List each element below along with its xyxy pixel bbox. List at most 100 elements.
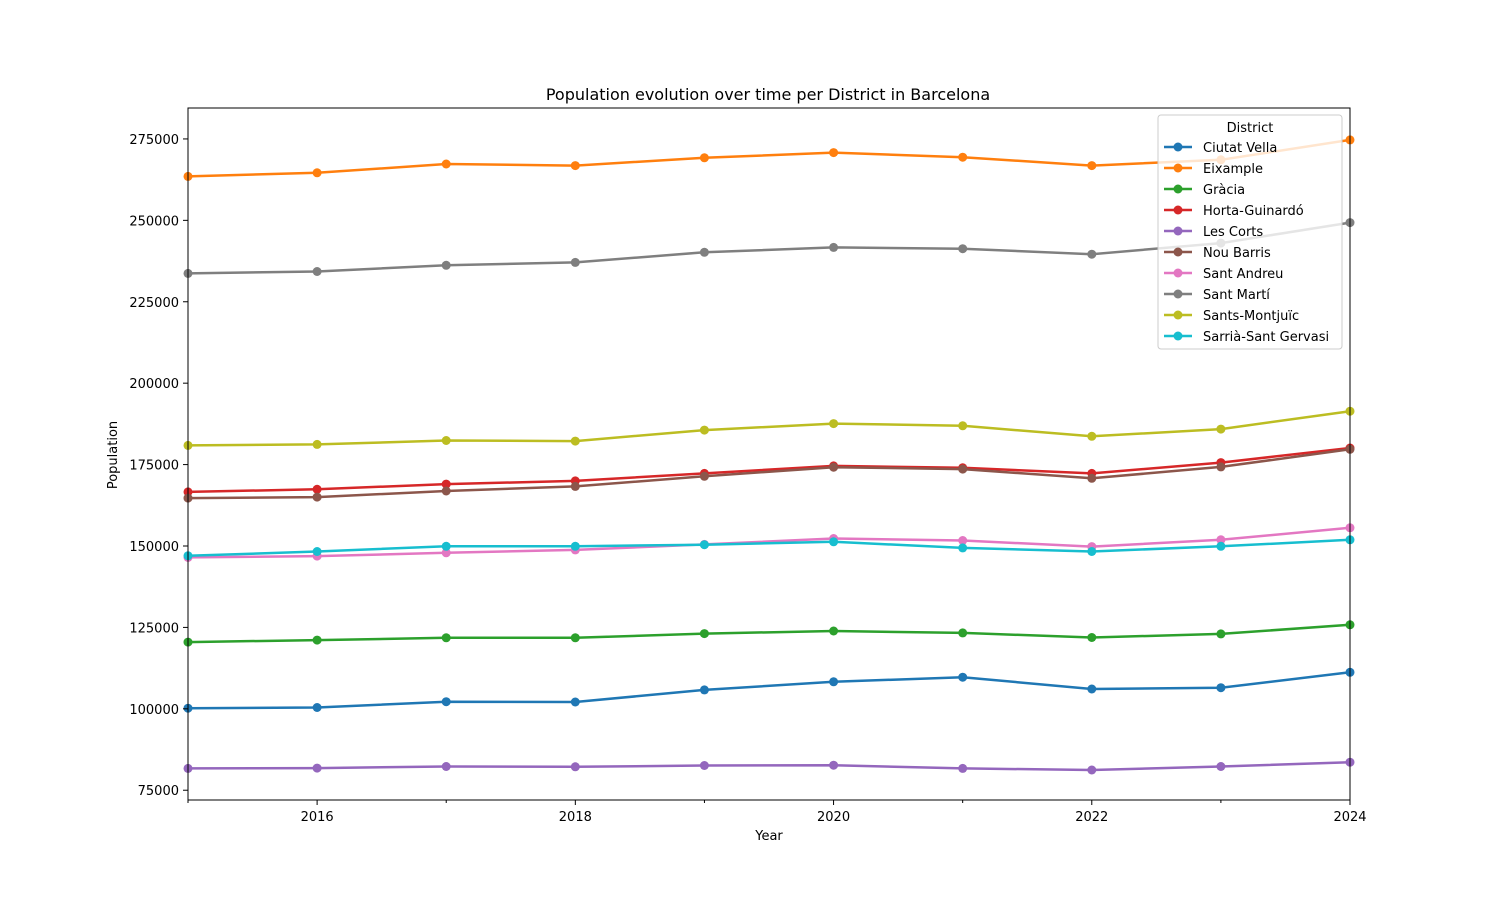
legend-label: Ciutat Vella bbox=[1203, 141, 1277, 156]
data-point bbox=[958, 152, 968, 162]
y-tick-label: 175000 bbox=[129, 459, 179, 474]
data-point bbox=[1216, 762, 1226, 771]
data-point bbox=[699, 685, 709, 695]
data-point bbox=[699, 153, 709, 163]
data-point bbox=[958, 464, 968, 474]
data-point bbox=[829, 626, 839, 636]
legend-marker-swatch bbox=[1173, 226, 1183, 236]
y-axis-ticks: 75000 100000 125000 150000 175000 200000 22500… bbox=[129, 133, 188, 799]
x-tick-label: 2020 bbox=[817, 810, 850, 825]
legend-title: District bbox=[1227, 121, 1274, 136]
data-point bbox=[829, 242, 839, 252]
data-point bbox=[1216, 683, 1226, 693]
data-point bbox=[570, 436, 580, 446]
data-point bbox=[958, 763, 968, 773]
x-tick-label: 2016 bbox=[301, 810, 334, 825]
data-point bbox=[699, 471, 709, 481]
data-point bbox=[1216, 541, 1226, 551]
legend-box bbox=[1157, 114, 1343, 350]
legend-marker-swatch bbox=[1173, 247, 1183, 257]
series-6 bbox=[183, 444, 1355, 503]
legend-marker-swatch bbox=[1173, 205, 1183, 215]
data-point bbox=[958, 536, 968, 545]
legend: District Ciutat Vella Eixample Gràcia Horta… bbox=[1157, 114, 1343, 350]
chart-title: Population evolution over time per Distr… bbox=[546, 85, 990, 104]
series-line bbox=[187, 221, 1351, 275]
plot-frame bbox=[187, 107, 1351, 801]
data-point bbox=[958, 543, 968, 553]
data-point bbox=[312, 439, 322, 449]
data-point bbox=[441, 762, 451, 771]
data-point bbox=[570, 633, 580, 643]
data-point bbox=[1087, 547, 1097, 556]
legend-label: Sant Martí bbox=[1203, 288, 1270, 303]
data-point bbox=[312, 492, 322, 502]
data-point bbox=[1216, 629, 1226, 639]
series-line bbox=[187, 538, 1351, 558]
series-line bbox=[187, 409, 1351, 447]
data-point bbox=[1216, 424, 1226, 434]
legend-label: Eixample bbox=[1203, 162, 1263, 177]
data-point bbox=[570, 161, 580, 171]
legend-label: Les Corts bbox=[1203, 225, 1263, 240]
legend-item: Sants-Montjuïc bbox=[1164, 309, 1299, 324]
data-point bbox=[958, 628, 968, 638]
data-point bbox=[570, 541, 580, 551]
legend-item: Ciutat Vella bbox=[1164, 141, 1277, 156]
data-point bbox=[829, 148, 839, 158]
series-line bbox=[187, 138, 1351, 178]
series-layer bbox=[183, 135, 1355, 775]
data-point bbox=[312, 635, 322, 645]
legend-label: Sant Andreu bbox=[1203, 267, 1283, 282]
x-tick-label: 2018 bbox=[559, 810, 592, 825]
y-tick-label: 225000 bbox=[129, 296, 179, 311]
legend-item: Nou Barris bbox=[1164, 246, 1271, 261]
y-tick-label: 75000 bbox=[138, 784, 179, 799]
data-point bbox=[441, 633, 451, 643]
legend-marker-swatch bbox=[1173, 289, 1183, 299]
series-line bbox=[187, 671, 1351, 710]
data-point bbox=[312, 484, 322, 494]
y-tick-label: 125000 bbox=[129, 621, 179, 636]
data-point bbox=[1087, 473, 1097, 483]
data-point bbox=[1216, 462, 1226, 472]
data-point bbox=[570, 762, 580, 772]
data-point bbox=[441, 548, 451, 558]
legend-item: Gràcia bbox=[1164, 183, 1245, 198]
legend-marker-swatch bbox=[1173, 310, 1183, 320]
x-axis-ticks: 2016 2018 2020 2022 2024 bbox=[187, 800, 1367, 825]
legend-marker-swatch bbox=[1173, 268, 1183, 278]
data-point bbox=[312, 763, 322, 773]
series-line bbox=[187, 526, 1351, 559]
data-point bbox=[829, 462, 839, 472]
data-point bbox=[958, 421, 968, 431]
legend-items: Ciutat Vella Eixample Gràcia Horta-Guinardó… bbox=[1164, 141, 1329, 345]
x-tick-label: 2024 bbox=[1333, 810, 1366, 825]
y-tick-label: 100000 bbox=[129, 703, 179, 718]
data-point bbox=[570, 697, 580, 707]
series-line bbox=[187, 760, 1351, 772]
data-point bbox=[699, 247, 709, 257]
y-tick-label: 275000 bbox=[129, 133, 179, 148]
legend-item: Les Corts bbox=[1164, 225, 1263, 240]
data-point bbox=[312, 168, 322, 178]
series-5 bbox=[183, 757, 1355, 775]
series-1 bbox=[183, 667, 1355, 713]
data-point bbox=[1087, 161, 1097, 171]
legend-label: Sarrià-Sant Gervasi bbox=[1203, 330, 1329, 345]
y-tick-label: 200000 bbox=[129, 377, 179, 392]
series-line bbox=[187, 446, 1351, 494]
data-point bbox=[1087, 684, 1097, 694]
plot-area: 2016 2018 2020 2022 2024 75000 100000 125000 15… bbox=[129, 107, 1367, 825]
legend-label: Horta-Guinardó bbox=[1203, 204, 1304, 219]
data-point bbox=[1087, 249, 1097, 259]
data-point bbox=[570, 481, 580, 491]
series-line bbox=[187, 448, 1351, 500]
data-point bbox=[958, 244, 968, 254]
data-point bbox=[699, 629, 709, 639]
legend-marker-swatch bbox=[1173, 184, 1183, 194]
data-point bbox=[829, 537, 839, 547]
legend-item: Horta-Guinardó bbox=[1164, 204, 1304, 219]
data-point bbox=[1216, 535, 1226, 545]
